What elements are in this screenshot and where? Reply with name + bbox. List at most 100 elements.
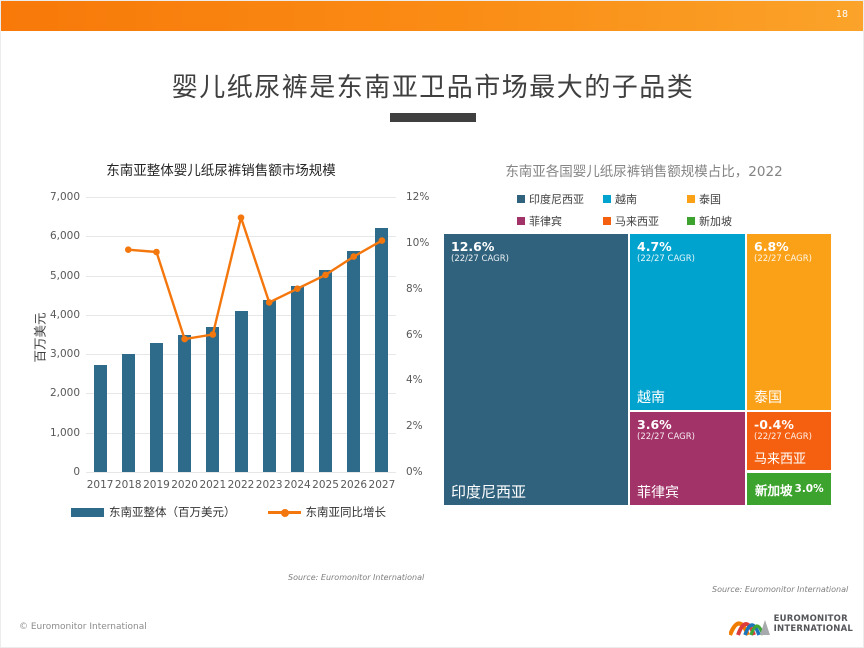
legend-label: 菲律宾: [529, 215, 562, 228]
cell-cagr-note: (22/27 CAGR): [637, 254, 695, 264]
cell-cagr: 3.6%: [637, 417, 672, 432]
legend-label: 新加坡: [699, 215, 732, 228]
legend-swatch: [687, 217, 695, 225]
treemap-cell-泰国: 6.8% (22/27 CAGR) 泰国: [747, 234, 831, 410]
x-tick-2025: 2025: [312, 479, 339, 491]
bar-2020: [178, 335, 192, 472]
y-tick-left: 7,000: [49, 191, 80, 203]
treemap-cell-菲律宾: 3.6% (22/27 CAGR) 菲律宾: [630, 412, 745, 505]
treemap-cell-马来西亚: -0.4% (22/27 CAGR) 马来西亚: [747, 412, 831, 470]
growth-line: [124, 214, 386, 343]
y-tick-right: 4%: [406, 374, 423, 387]
cell-cagr-note: (22/27 CAGR): [754, 254, 812, 264]
gridline: [86, 472, 396, 473]
legend-label: 东南亚整体（百万美元）: [109, 505, 236, 519]
treemap-legend-item-4: 马来西亚: [603, 213, 687, 229]
y-tick-right: 10%: [406, 236, 430, 249]
cell-name: 菲律宾: [637, 485, 679, 501]
cell-name: 印度尼西亚: [451, 483, 527, 501]
gridline: [86, 275, 396, 277]
y-tick-left: 5,000: [49, 269, 80, 282]
y-tick-left: 0: [73, 466, 80, 478]
treemap: 12.6% (22/27 CAGR) 印度尼西亚 4.7% (22/27 CAGR) 越南…: [444, 234, 831, 505]
x-tick-2021: 2021: [199, 479, 227, 491]
bar-2024: [290, 285, 304, 472]
cell-cagr: 6.8%: [754, 239, 789, 254]
logo-text: EUROMONITOR INTERNATIONAL: [774, 615, 853, 634]
gridline: [86, 236, 396, 238]
left-chart-legend: 东南亚整体（百万美元） 东南亚同比增长: [21, 504, 436, 520]
combo-plot-area: 7,000 6,000 5,000 4,000 3,000 2,000 1,000 0 12% 1…: [50, 191, 429, 491]
y-tick-right: 8%: [406, 282, 423, 295]
bar-2018: [121, 354, 135, 472]
page-number: 18: [835, 9, 848, 20]
legend-label: 泰国: [699, 193, 721, 206]
cell-name: 越南: [637, 390, 665, 406]
header-bar: 18: [1, 1, 863, 31]
treemap-legend-item-2: 泰国: [687, 191, 771, 207]
treemap-legend-item-0: 印度尼西亚: [517, 191, 603, 207]
bar-2026: [347, 250, 361, 472]
legend-label: 越南: [615, 193, 637, 206]
cell-name: 新加坡: [755, 482, 793, 498]
y-tick-right: 2%: [406, 420, 423, 433]
cell-name: 泰国: [754, 390, 782, 406]
legend-label: 马来西亚: [615, 215, 659, 228]
left-chart-source: Source: Euromonitor International: [288, 573, 425, 582]
treemap-legend-item-5: 新加坡: [687, 213, 771, 229]
slide-title: 婴儿纸尿裤是东南亚卫品市场最大的子品类: [171, 73, 695, 103]
treemap-cell-新加坡: 新加坡 3.0%: [747, 473, 831, 505]
right-chart-title: 东南亚各国婴儿纸尿裤销售额规模占比，2022: [505, 164, 783, 180]
legend-swatch: [517, 195, 525, 203]
y-tick-left: 1,000: [49, 426, 80, 439]
y-tick-right: 6%: [406, 328, 423, 341]
y-tick-right: 12%: [406, 191, 430, 203]
x-tick-2018: 2018: [114, 479, 142, 491]
legend-swatch: [603, 217, 611, 225]
bar-2022: [234, 311, 248, 472]
left-chart-title: 东南亚整体婴儿纸尿裤销售额市场规模: [106, 163, 336, 179]
footer-copyright: © Euromonitor International: [19, 622, 147, 632]
legend-label: 东南亚同比增长: [305, 505, 387, 519]
logo-line2: INTERNATIONAL: [773, 624, 853, 634]
right-chart-source: Source: Euromonitor International: [712, 585, 849, 594]
x-tick-2020: 2020: [171, 479, 198, 491]
treemap-cell-印度尼西亚: 12.6% (22/27 CAGR) 印度尼西亚: [444, 234, 628, 505]
legend-item-1: 东南亚同比增长: [267, 504, 387, 520]
logo-arches-icon: [728, 620, 770, 636]
legend-label: 印度尼西亚: [529, 193, 584, 206]
legend-swatch: [603, 195, 611, 203]
cell-cagr-note: (22/27 CAGR): [754, 432, 812, 442]
legend-item-0: 东南亚整体（百万美元）: [71, 504, 236, 520]
y-tick-left: 2,000: [49, 387, 80, 400]
y-tick-left: 4,000: [49, 308, 80, 321]
y-tick-right: 0%: [406, 466, 423, 478]
bar-swatch: [71, 507, 104, 517]
x-tick-2024: 2024: [283, 479, 311, 491]
y-tick-left: 3,000: [49, 348, 80, 361]
bar-2023: [262, 299, 276, 472]
x-tick-2023: 2023: [255, 479, 283, 491]
treemap-legend: 印度尼西亚 越南 泰国菲律宾 马来西亚 新加坡: [517, 191, 771, 229]
bar-2019: [149, 342, 163, 472]
title-underline: [390, 113, 476, 122]
cell-cagr: 4.7%: [637, 239, 672, 254]
y-tick-left: 6,000: [49, 230, 80, 243]
x-tick-2019: 2019: [143, 479, 170, 491]
logo-line1: EUROMONITOR: [773, 614, 848, 625]
cell-value: 3.0%: [794, 483, 824, 495]
bar-2021: [206, 327, 220, 472]
gridline: [86, 197, 396, 198]
line-swatch: [267, 508, 301, 517]
bar-2027: [375, 228, 389, 472]
treemap-cell-越南: 4.7% (22/27 CAGR) 越南: [630, 234, 745, 410]
cell-cagr-note: (22/27 CAGR): [637, 432, 695, 442]
bar-2017: [93, 364, 107, 472]
cell-cagr: -0.4%: [754, 417, 794, 432]
treemap-legend-item-1: 越南: [603, 191, 687, 207]
x-tick-2026: 2026: [340, 479, 368, 491]
x-tick-2017: 2017: [86, 479, 114, 491]
bar-2025: [319, 269, 333, 472]
cell-cagr: 12.6%: [451, 239, 495, 254]
